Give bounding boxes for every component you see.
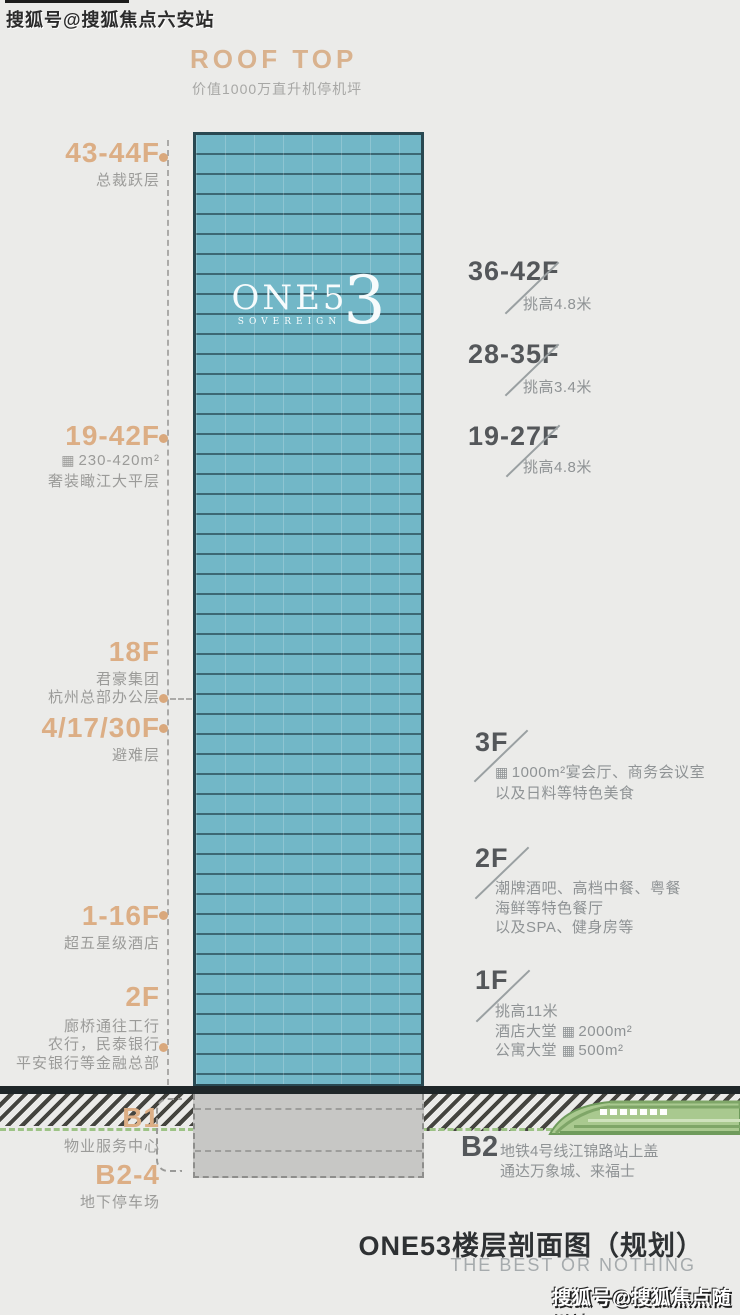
floor-marker-dot: [159, 153, 168, 162]
lobby-label: 酒店大堂: [495, 1023, 558, 1040]
right-floor-3F-desc1: ▦ 1000m²宴会厅、商务会议室: [495, 763, 705, 782]
right-floor-3F-desc2: 以及日料等特色美食: [495, 785, 635, 802]
underground-callout-bracket: [156, 1098, 182, 1172]
right-floor-1F-desc1: 挑高11米: [495, 1003, 559, 1020]
left-floor-2F: 2F: [125, 981, 160, 1012]
area-icon: ▦: [495, 764, 509, 780]
left-floor-B1-desc: 物业服务中心: [63, 1138, 160, 1155]
logo-main-text: ONE5: [231, 278, 348, 318]
underground-structure: [193, 1094, 424, 1178]
brand-slogan: THE BEST OR NOTHING: [450, 1255, 696, 1275]
right-floor-B2-desc1: 地铁4号线江锦路站上盖: [500, 1143, 659, 1160]
tower-floor-grid: [196, 135, 421, 1084]
right-floor-2F-desc3: 以及SPA、健身房等: [495, 919, 634, 936]
left-floor-B1: B1: [122, 1102, 160, 1133]
right-floor-1F: 1F: [475, 965, 509, 995]
marker-connector-dash: [170, 698, 192, 700]
floor-marker-dot: [159, 911, 168, 920]
logo-sub-text: SOVEREIGN: [237, 317, 342, 327]
left-floor-43-44F: 43-44F: [65, 137, 160, 168]
right-floor-36-42F-desc: 挑高4.8米: [523, 296, 592, 313]
right-floor-28-35F-desc: 挑高3.4米: [523, 379, 592, 396]
left-floor-19-42F-area: ▦ 230-420m²: [0, 452, 160, 469]
floor-marker-dot: [159, 724, 168, 733]
left-floor-43-44F-desc: 总裁跃层: [95, 172, 160, 189]
right-floor-1F-lobby2: 公寓大堂 ▦ 500m²: [495, 1041, 623, 1060]
lobby-label: 公寓大堂: [495, 1042, 558, 1059]
floor-marker-dot: [159, 434, 168, 443]
metro-train-icon: [548, 1100, 740, 1135]
right-floor-1F-lobby1: 酒店大堂 ▦ 2000m²: [495, 1022, 632, 1041]
lobby-value: 2000m²: [578, 1023, 633, 1040]
left-floor-2F-desc3: 平安银行等金融总部: [15, 1055, 160, 1072]
right-floor-2F-desc2: 海鲜等特色餐厅: [495, 900, 604, 917]
right-floor-19-27F-desc: 挑高4.8米: [523, 459, 592, 476]
left-floor-B2-4: B2-4: [95, 1159, 160, 1190]
watermark-crop-bar: [5, 0, 129, 3]
left-floor-18F-desc2: 杭州总部办公层: [47, 689, 160, 706]
left-floor-refuge: 4/17/30F: [41, 712, 160, 743]
floor-marker-dot: [159, 694, 168, 703]
left-floor-1-16F: 1-16F: [81, 900, 160, 931]
left-floor-18F: 18F: [108, 636, 160, 667]
right-floor-19-27F: 19-27F: [468, 421, 560, 451]
right-floor-2F: 2F: [475, 843, 509, 873]
one53-logo: ONE5 SOVEREIGN 3: [196, 268, 421, 334]
watermark-bottom-right: 搜狐号@搜狐焦点随州站: [552, 1288, 732, 1309]
left-floor-refuge-desc: 避难层: [111, 747, 160, 764]
roof-top-subtitle: 价值1000万直升机停机坪: [192, 81, 363, 97]
area-value: 1000m²宴会厅、商务会议室: [511, 764, 706, 781]
logo-big-digit: 3: [343, 262, 386, 339]
left-leader-dashed-line: [167, 140, 169, 1085]
lobby-value: 500m²: [578, 1042, 624, 1059]
left-floor-B2-4-desc: 地下停车场: [79, 1194, 160, 1211]
roof-top-title: ROOF TOP: [190, 44, 358, 74]
left-floor-1-16F-desc: 超五星级酒店: [63, 935, 160, 952]
right-floor-36-42F: 36-42F: [468, 256, 560, 286]
right-floor-B2-desc2: 通达万象城、来福士: [500, 1163, 636, 1180]
right-floor-2F-desc1: 潮牌酒吧、高档中餐、粤餐: [495, 880, 682, 897]
area-icon: ▦: [561, 1023, 576, 1039]
floor-marker-dot: [159, 1043, 168, 1052]
left-floor-18F-desc1: 君豪集团: [95, 671, 160, 688]
left-floor-2F-desc2: 农行，民泰银行: [47, 1036, 160, 1053]
right-floor-B2: B2: [461, 1131, 499, 1163]
underground-level-line-b2: [195, 1150, 422, 1152]
ground-level-bar: [0, 1086, 740, 1094]
area-value: 230-420m²: [78, 452, 160, 469]
section-diagram-title: ONE53楼层剖面图（规划）: [358, 1231, 704, 1261]
area-icon: ▦: [561, 1042, 576, 1058]
watermark-top-left: 搜狐号@搜狐焦点六安站: [6, 10, 215, 30]
right-floor-28-35F: 28-35F: [468, 339, 560, 369]
underground-level-line-b1: [195, 1108, 422, 1110]
tower-building: ONE5 SOVEREIGN 3: [193, 132, 424, 1087]
left-floor-19-42F: 19-42F: [65, 420, 160, 451]
left-floor-19-42F-desc: 奢装瞰江大平层: [47, 473, 160, 490]
area-icon: ▦: [61, 452, 76, 468]
left-floor-2F-desc1: 廊桥通往工行: [63, 1018, 160, 1035]
